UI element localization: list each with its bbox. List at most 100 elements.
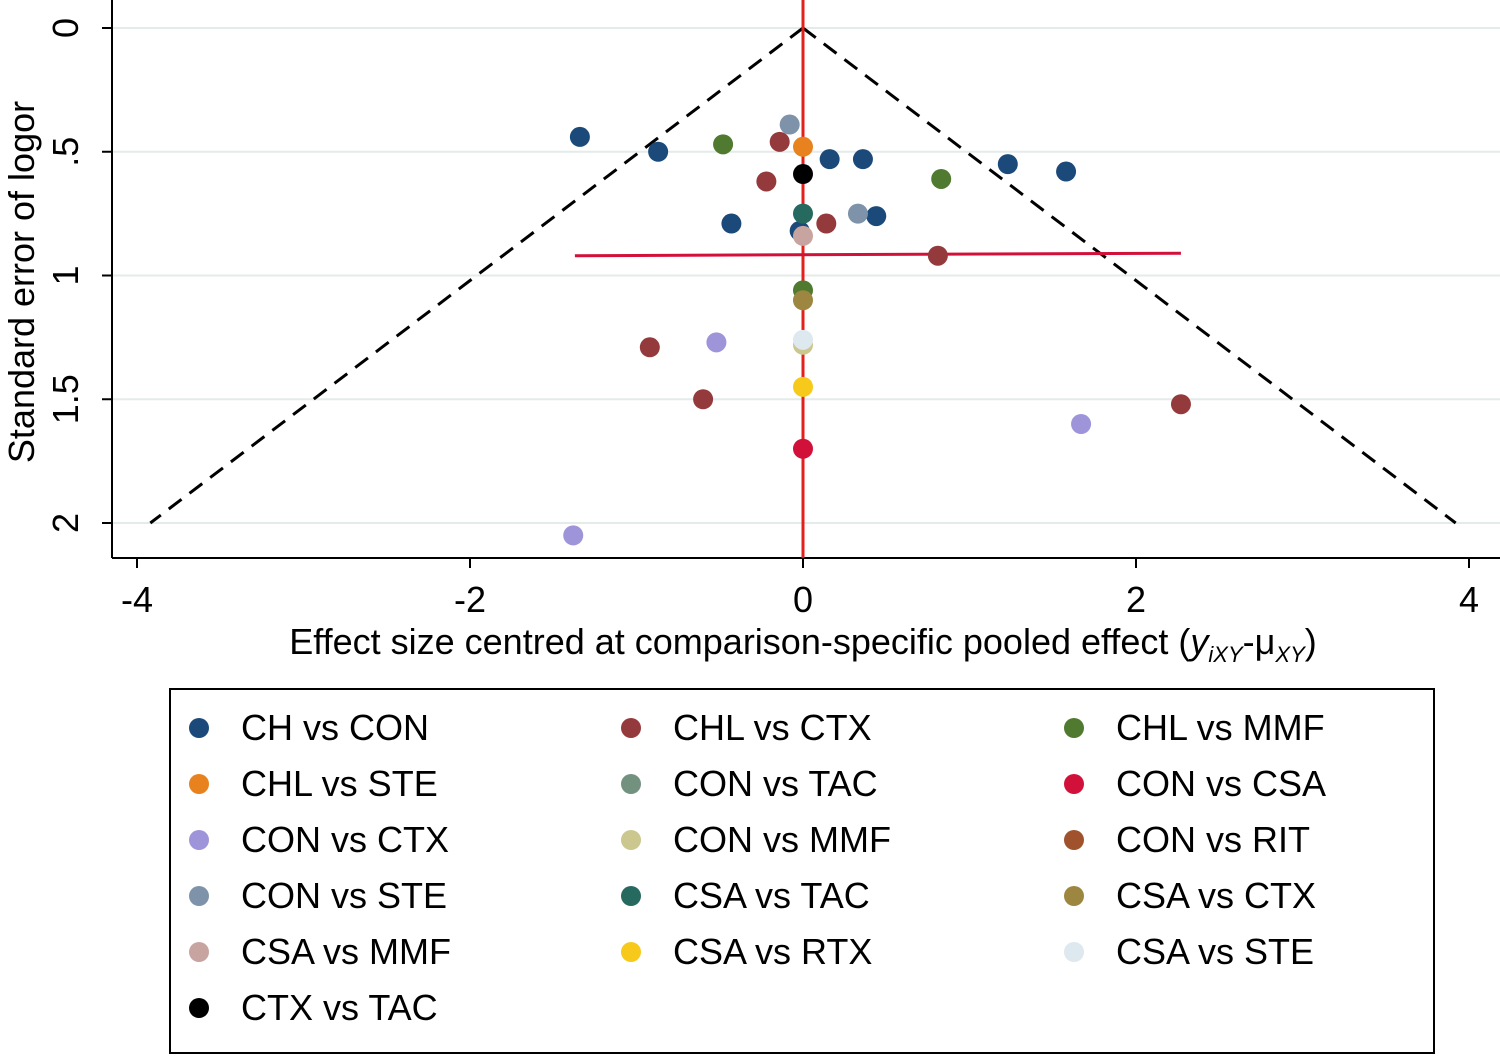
x-tick-label: -4 bbox=[121, 579, 153, 620]
y-axis-title: Standard error of logor bbox=[1, 101, 42, 463]
legend-item: CSA vs CTX bbox=[1064, 875, 1317, 916]
data-point bbox=[693, 389, 714, 410]
data-point bbox=[793, 225, 813, 246]
legend-swatch bbox=[1064, 886, 1084, 906]
data-point bbox=[793, 329, 813, 350]
data-point bbox=[866, 206, 887, 227]
legend-item: CON vs STE bbox=[189, 875, 448, 916]
data-point bbox=[639, 337, 660, 358]
x-axis-title-mu: μ bbox=[1255, 621, 1276, 662]
x-tick-label: -2 bbox=[454, 579, 486, 620]
legend-item: CH vs CON bbox=[189, 707, 429, 748]
legend-swatch bbox=[189, 998, 209, 1018]
data-point bbox=[997, 154, 1018, 175]
legend-label: CSA vs STE bbox=[1116, 931, 1315, 972]
legend-swatch bbox=[189, 774, 209, 794]
legend-label: CTX vs TAC bbox=[241, 987, 438, 1028]
data-point bbox=[927, 245, 948, 266]
legend-item: CON vs RIT bbox=[1064, 819, 1310, 860]
data-point bbox=[793, 164, 813, 185]
y-tick-label: 0 bbox=[45, 18, 86, 38]
data-point bbox=[721, 213, 742, 234]
data-point bbox=[756, 171, 777, 192]
x-axis-title-y: y bbox=[1187, 621, 1210, 662]
y-tick-label: 2 bbox=[45, 513, 86, 533]
data-point bbox=[769, 131, 790, 152]
data-point bbox=[563, 525, 584, 546]
legend-label: CON vs STE bbox=[241, 875, 448, 916]
data-point bbox=[713, 134, 734, 155]
legend-swatch bbox=[621, 774, 641, 794]
legend-item: CSA vs MMF bbox=[189, 931, 452, 972]
data-point bbox=[706, 332, 727, 353]
data-point bbox=[1056, 161, 1077, 182]
x-tick-label: 2 bbox=[1126, 579, 1146, 620]
funnel-lines bbox=[149, 0, 1457, 558]
x-axis-title-close: ) bbox=[1305, 621, 1317, 662]
legend-item: CSA vs TAC bbox=[621, 875, 870, 916]
legend-label: CSA vs MMF bbox=[241, 931, 452, 972]
funnel-plot: 0.511.52-4 -2 0 2 4 Standard error of logor … bbox=[1, 0, 1500, 667]
legend-label: CSA vs TAC bbox=[673, 875, 870, 916]
legend-item: CON vs CSA bbox=[1064, 763, 1326, 804]
legend-swatch bbox=[1064, 942, 1084, 962]
data-point bbox=[847, 203, 868, 224]
legend-label: CHL vs MMF bbox=[1116, 707, 1325, 748]
legend-item: CHL vs MMF bbox=[1064, 707, 1325, 748]
x-axis-title-y-sub: iXY bbox=[1208, 642, 1244, 667]
x-axis-title-open: ( bbox=[1168, 621, 1190, 662]
data-point bbox=[1170, 394, 1191, 415]
legend-item: CHL vs CTX bbox=[621, 707, 872, 748]
regression-line bbox=[574, 251, 1181, 258]
y-tick-label: 1 bbox=[45, 265, 86, 285]
data-point bbox=[816, 213, 837, 234]
data-point bbox=[779, 114, 800, 135]
x-axis-title-dash: - bbox=[1243, 621, 1255, 662]
legend-swatch bbox=[189, 886, 209, 906]
gridlines bbox=[112, 27, 1500, 524]
x-axis-title-mu-sub: XY bbox=[1274, 642, 1306, 667]
y-tick-label: .5 bbox=[45, 137, 86, 167]
legend-item: CSA vs RTX bbox=[621, 931, 872, 972]
data-point bbox=[648, 141, 669, 162]
data-point bbox=[793, 376, 813, 397]
x-tick-label: 0 bbox=[793, 579, 813, 620]
legend-swatch bbox=[189, 942, 209, 962]
legend-label: CSA vs CTX bbox=[1116, 875, 1317, 916]
legend-swatch bbox=[189, 830, 209, 850]
legend-item: CTX vs TAC bbox=[189, 987, 438, 1028]
legend-label: CON vs RIT bbox=[1116, 819, 1310, 860]
legend-label: CHL vs CTX bbox=[673, 707, 872, 748]
data-point bbox=[569, 126, 590, 147]
data-point bbox=[931, 168, 952, 189]
x-tick-label: 4 bbox=[1459, 579, 1479, 620]
legend-item: CON vs CTX bbox=[189, 819, 450, 860]
legend-label: CHL vs STE bbox=[241, 763, 438, 804]
x-axis-title-text: Effect size centred at comparison-specif… bbox=[289, 621, 1168, 662]
legend-item: CSA vs STE bbox=[1064, 931, 1315, 972]
x-axis-title: Effect size centred at comparison-specif… bbox=[289, 621, 1317, 667]
legend-swatch bbox=[621, 942, 641, 962]
data-point bbox=[1071, 414, 1092, 434]
legend-swatch bbox=[189, 718, 209, 738]
legend-item: CHL vs STE bbox=[189, 763, 438, 804]
funnel-left-line bbox=[149, 26, 804, 525]
data-point bbox=[793, 438, 813, 459]
legend-label: CON vs MMF bbox=[673, 819, 891, 860]
data-point bbox=[793, 290, 813, 311]
legend-label: CON vs CTX bbox=[241, 819, 450, 860]
legend-label: CH vs CON bbox=[241, 707, 429, 748]
data-points bbox=[563, 114, 1191, 546]
data-point bbox=[793, 203, 813, 224]
funnel-right-line bbox=[802, 26, 1457, 525]
legend-label: CON vs TAC bbox=[673, 763, 878, 804]
legend-swatch bbox=[621, 886, 641, 906]
legend-swatch bbox=[1064, 774, 1084, 794]
data-point bbox=[852, 149, 873, 170]
data-point bbox=[819, 149, 840, 170]
legend-swatch bbox=[1064, 830, 1084, 850]
legend-swatch bbox=[1064, 718, 1084, 738]
legend-item: CON vs MMF bbox=[621, 819, 891, 860]
legend-swatch bbox=[621, 718, 641, 738]
y-tick-label: 1.5 bbox=[45, 374, 86, 424]
